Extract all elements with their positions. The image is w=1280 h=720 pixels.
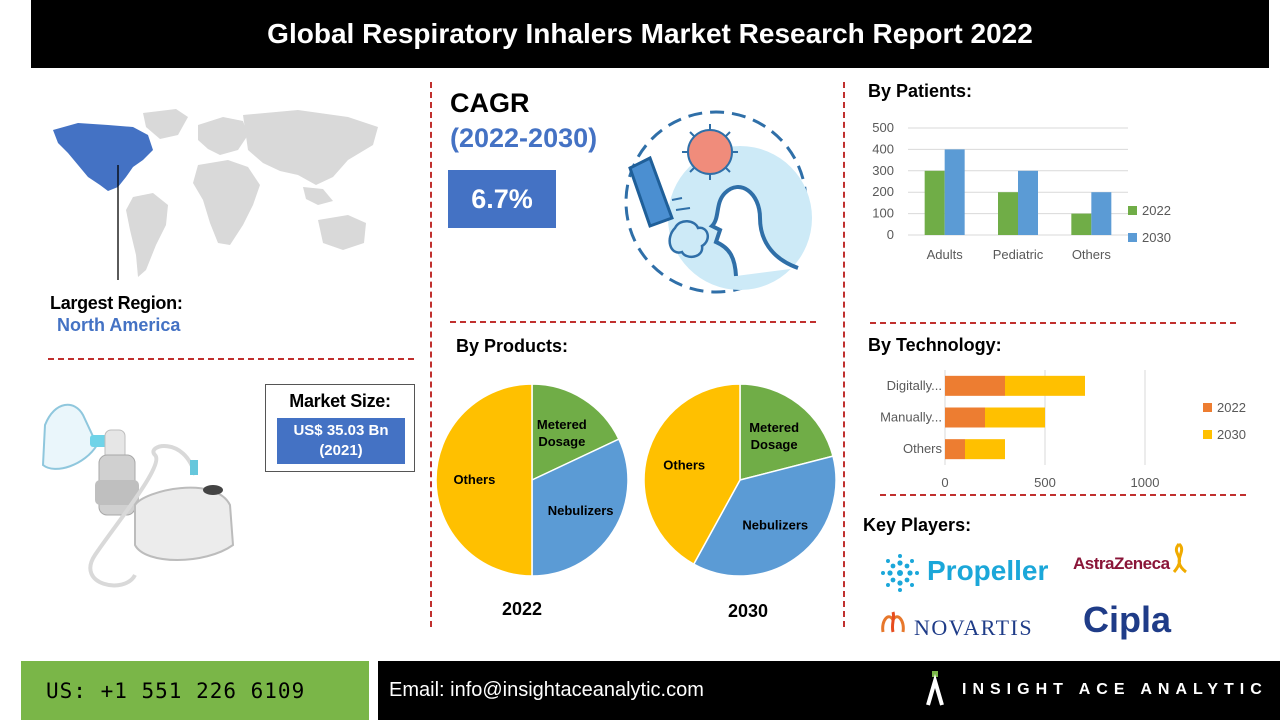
pie-slice-nebulizers (531, 438, 629, 577)
person-breathing-icon (668, 185, 799, 277)
cagr-title: CAGR (450, 88, 530, 118)
pie-slice-others (643, 383, 741, 566)
legend-label: 2030 (1217, 427, 1246, 442)
bar-2030-2 (965, 439, 1005, 460)
pie-year-2022: 2022 (502, 599, 543, 619)
pie-slice-metered-dosage (739, 383, 834, 481)
divider-vertical-left (430, 82, 432, 627)
bar-2030-0 (1005, 375, 1085, 396)
bar-2022-others (1071, 213, 1092, 235)
pie-label: Nebulizers (742, 518, 808, 533)
legend-label: 2022 (1142, 203, 1171, 218)
products-pie-2030: Metered Dosage Nebulizers Others (643, 383, 837, 577)
brand-logo-icon (926, 671, 944, 706)
key-players-section-title: Key Players: (863, 515, 972, 535)
products-pie-2022: Metered Dosage Nebulizers Others (435, 383, 629, 577)
y-tick-label: 200 (872, 184, 894, 199)
y-tick-label: 400 (872, 141, 894, 156)
patients-legend-2030: 2030 (1128, 230, 1171, 245)
products-section-title: By Products: (456, 336, 569, 356)
x-tick-label: Adults (927, 247, 964, 262)
legend-swatch-2030 (1203, 430, 1212, 439)
y-tick-label: Manually... (880, 410, 942, 425)
pie-label: Nebulizers (548, 503, 614, 518)
divider-left (48, 358, 414, 360)
largest-region-label: Largest Region: (50, 293, 183, 313)
pie-label: Others (453, 472, 495, 487)
patients-section-title: By Patients: (868, 81, 973, 101)
pie-year-2030: 2030 (728, 601, 769, 621)
x-tick-label: Others (1072, 247, 1112, 262)
y-tick-label: Others (903, 441, 943, 456)
virus-icon (682, 124, 738, 180)
y-tick-label: 500 (872, 120, 894, 135)
technology-legend-2030: 2030 (1203, 427, 1246, 442)
bar-2022-1 (945, 407, 985, 428)
key-player-novartis: NOVARTIS (914, 615, 1034, 640)
key-player-cipla: Cipla (1083, 599, 1172, 640)
market-size-year: (2021) (319, 442, 363, 459)
pie-slice-others (435, 383, 533, 577)
market-size-value: US$ 35.03 Bn (2021) (277, 418, 405, 464)
patients-bar-chart: 0 100 200 300 400 500 Adults Pediatric Others (872, 120, 1128, 262)
footer-email[interactable]: Email: info@insightaceanalytic.com (389, 679, 704, 701)
legend-swatch-2022 (1203, 403, 1212, 412)
x-tick-label: 1000 (1131, 475, 1160, 490)
legend-swatch-2030 (1128, 233, 1137, 242)
nebulizer-icon (41, 403, 235, 588)
market-size-card: Market Size: US$ 35.03 Bn (2021) (265, 384, 415, 472)
bar-2030-adults (944, 149, 965, 235)
footer-phone[interactable]: US: +1 551 226 6109 (21, 661, 369, 720)
bar-2022-pediatric (998, 192, 1018, 235)
world-map-icon (53, 109, 378, 280)
bar-2030-pediatric (1018, 170, 1038, 235)
market-size-amount: US$ 35.03 Bn (293, 422, 389, 439)
technology-legend-2022: 2022 (1203, 400, 1246, 415)
technology-section-title: By Technology: (868, 335, 1002, 355)
y-tick-label: 300 (872, 163, 894, 178)
cagr-value: 6.7% (448, 170, 556, 228)
market-size-label: Market Size: (289, 391, 391, 411)
divider-right-mid (880, 494, 1246, 496)
pie-slice-metered-dosage (531, 383, 620, 482)
bar-2022-2 (945, 439, 965, 460)
pie-label: Metered Dosage (749, 420, 799, 452)
divider-right-top (870, 322, 1236, 324)
x-tick-label: Pediatric (993, 247, 1044, 262)
legend-label: 2030 (1142, 230, 1171, 245)
y-tick-label: Digitally... (887, 378, 942, 393)
key-player-astrazeneca: AstraZeneca (1073, 554, 1170, 573)
pie-label: Metered Dosage (537, 417, 587, 449)
divider-center (450, 321, 816, 323)
bar-2022-adults (924, 170, 945, 235)
inhaler-icon (624, 110, 812, 294)
y-tick-label: 100 (872, 206, 894, 221)
bar-2030-others (1091, 192, 1112, 235)
x-tick-label: 0 (941, 475, 948, 490)
largest-region-value: North America (57, 315, 181, 335)
bar-2030-1 (985, 407, 1045, 428)
bar-2022-0 (945, 375, 1005, 396)
propeller-logo-icon (881, 554, 919, 592)
patients-legend-2022: 2022 (1128, 203, 1171, 218)
cagr-years: (2022-2030) (450, 123, 598, 153)
divider-vertical-right (843, 82, 845, 627)
footer-brand: INSIGHT ACE ANALYTIC (962, 681, 1268, 698)
legend-swatch-2022 (1128, 206, 1137, 215)
report-title: Global Respiratory Inhalers Market Resea… (31, 0, 1269, 68)
y-tick-label: 0 (887, 227, 894, 242)
key-player-propeller: Propeller (927, 555, 1049, 586)
legend-label: 2022 (1217, 400, 1246, 415)
x-tick-label: 500 (1034, 475, 1056, 490)
novartis-logo-icon (881, 611, 905, 633)
pie-label: Others (663, 458, 705, 473)
astrazeneca-logo-icon (1172, 542, 1187, 574)
technology-bar-chart: 0 500 1000 Digitally... Manually... Others (880, 370, 1160, 490)
pie-slice-nebulizers (692, 455, 837, 577)
footer-bar: Email: info@insightaceanalytic.com INSIG… (378, 661, 1280, 720)
